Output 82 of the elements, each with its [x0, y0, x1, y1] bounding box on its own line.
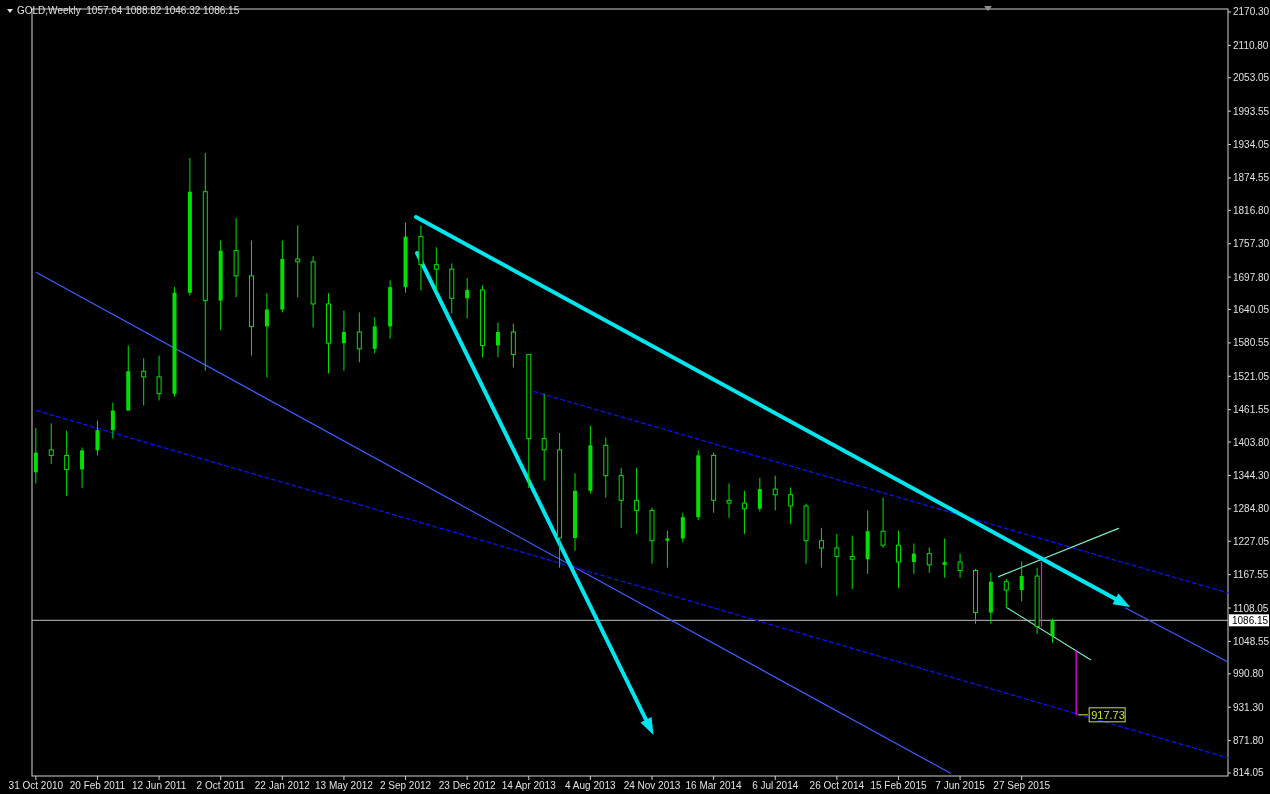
candlestick	[772, 475, 778, 511]
candlestick	[372, 316, 377, 354]
x-tick-label: 31 Oct 2010	[8, 780, 64, 791]
candlestick	[818, 527, 824, 569]
y-tick-label: 1697.80	[1233, 271, 1270, 283]
candlestick	[295, 224, 301, 298]
x-tick-label: 16 Mar 2014	[685, 780, 743, 791]
candlestick	[895, 530, 901, 589]
candlestick	[48, 422, 54, 465]
candlestick	[665, 530, 670, 569]
y-tick-label: 1167.55	[1233, 569, 1269, 581]
y-tick-label: 990.80	[1233, 668, 1265, 680]
candlestick	[141, 357, 147, 406]
candlestick	[433, 246, 439, 291]
y-tick-label: 1934.05	[1233, 139, 1270, 151]
x-tick-label: 7 Jun 2015	[935, 780, 986, 791]
candlestick	[264, 292, 269, 378]
y-tick-label: 1521.05	[1233, 370, 1270, 382]
x-tick-label: 26 Oct 2014	[809, 780, 865, 791]
candlestick	[942, 537, 947, 579]
candlestick	[911, 543, 916, 575]
candlestick	[356, 311, 362, 363]
y-tick-label: 1227.05	[1233, 535, 1270, 547]
candlestick	[680, 512, 685, 543]
candlestick	[926, 546, 932, 574]
x-tick-label: 4 Aug 2013	[565, 780, 617, 791]
candlestick	[495, 321, 500, 358]
y-tick-label: 1640.05	[1233, 304, 1270, 316]
y-tick-label: 2110.80	[1233, 39, 1269, 51]
y-tick-label: 814.05	[1233, 767, 1265, 779]
candlestick	[156, 355, 162, 401]
y-tick-label: 1284.80	[1233, 503, 1270, 515]
chart-title: GOLD,Weekly 1057.64 1088.82 1046.32 1086.15	[17, 5, 240, 16]
x-tick-label: 13 May 2012	[315, 780, 374, 791]
candlestick	[834, 533, 840, 597]
candlestick	[33, 427, 38, 484]
candlestick	[849, 535, 855, 590]
y-tick-label: 1461.55	[1233, 404, 1270, 416]
y-tick-label: 1344.30	[1233, 469, 1270, 481]
y-tick-label: 1580.55	[1233, 337, 1270, 349]
y-tick-label: 1816.80	[1233, 204, 1270, 216]
y-tick-label: 1757.30	[1233, 238, 1270, 250]
y-tick-label: 1403.80	[1233, 436, 1270, 448]
candlestick	[465, 277, 470, 320]
x-tick-label: 2 Oct 2011	[196, 780, 246, 791]
x-tick-label: 15 Feb 2015	[870, 780, 927, 791]
candlestick	[541, 393, 547, 482]
y-tick-label: 1993.55	[1233, 105, 1270, 117]
candlestick	[80, 447, 85, 489]
candlestick	[957, 553, 963, 579]
x-tick-label: 6 Jul 2014	[752, 780, 799, 791]
x-tick-label: 12 Jun 2011	[131, 780, 187, 791]
candlestick	[634, 467, 640, 535]
candlestick	[510, 323, 516, 368]
candlestick	[788, 486, 794, 525]
x-tick-label: 20 Feb 2011	[69, 780, 126, 791]
candlestick	[110, 402, 115, 440]
candlestick	[757, 477, 762, 513]
candlestick	[64, 430, 70, 497]
x-tick-label: 27 Sep 2015	[993, 780, 1051, 791]
y-tick-label: 2170.30	[1233, 6, 1270, 18]
y-tick-label: 2053.05	[1233, 72, 1270, 84]
y-tick-label: 931.30	[1233, 701, 1265, 713]
ref-line-label: 1086.15	[1232, 614, 1269, 626]
y-tick-label: 1108.05	[1233, 602, 1269, 614]
candlestick	[880, 497, 886, 549]
candlestick	[341, 310, 346, 372]
annotation: 917.73	[1091, 708, 1125, 721]
candlestick	[726, 482, 732, 519]
x-tick-label: 2 Sep 2012	[379, 780, 432, 791]
y-tick-label: 871.80	[1233, 735, 1265, 747]
y-tick-label: 1874.55	[1233, 172, 1270, 184]
candlestick	[1050, 618, 1055, 644]
x-tick-label: 24 Nov 2013	[623, 780, 681, 791]
x-tick-label: 14 Apr 2013	[501, 780, 557, 791]
y-tick-label: 1048.55	[1233, 635, 1270, 647]
candlestick	[95, 420, 100, 456]
candlestick	[1003, 578, 1009, 609]
candlestick	[1019, 560, 1024, 602]
x-tick-label: 23 Dec 2012	[438, 780, 496, 791]
x-tick-label: 22 Jan 2012	[254, 780, 311, 791]
candlestick	[741, 490, 747, 535]
